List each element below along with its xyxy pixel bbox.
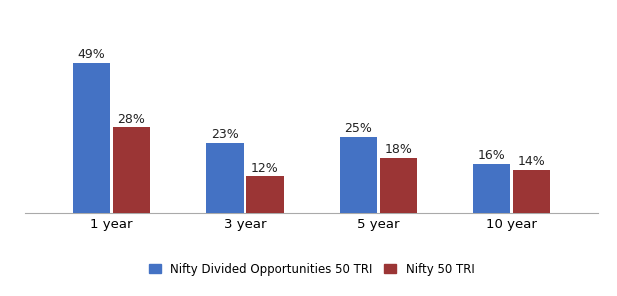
Text: 12%: 12% bbox=[251, 162, 279, 175]
Bar bbox=[513, 170, 550, 213]
Bar bbox=[339, 136, 377, 213]
Bar bbox=[206, 143, 244, 213]
Text: 14%: 14% bbox=[518, 155, 545, 168]
Text: 23%: 23% bbox=[211, 128, 239, 141]
Bar bbox=[379, 158, 417, 213]
Legend: Nifty Divided Opportunities 50 TRI, Nifty 50 TRI: Nifty Divided Opportunities 50 TRI, Nift… bbox=[144, 258, 479, 281]
Bar bbox=[246, 176, 284, 213]
Text: 18%: 18% bbox=[384, 143, 412, 156]
Bar bbox=[473, 164, 510, 213]
Text: 28%: 28% bbox=[117, 112, 146, 126]
Text: 16%: 16% bbox=[478, 149, 505, 162]
Text: 49%: 49% bbox=[78, 48, 106, 61]
Bar bbox=[73, 63, 110, 213]
Text: 25%: 25% bbox=[344, 122, 372, 135]
Bar bbox=[113, 127, 150, 213]
